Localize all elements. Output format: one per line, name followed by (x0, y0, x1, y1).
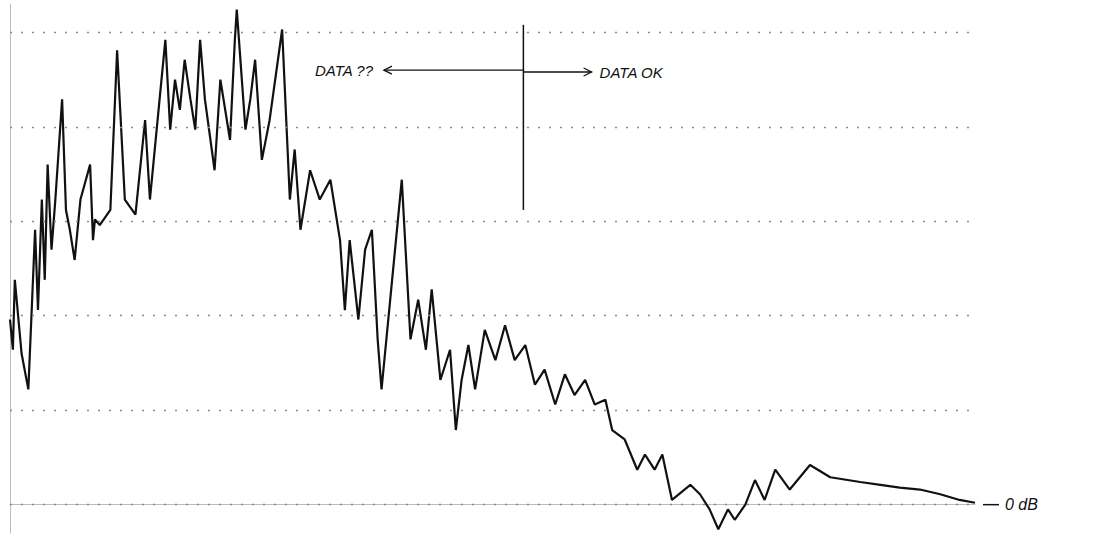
svg-text:0 dB: 0 dB (1005, 496, 1038, 513)
svg-text:DATA OK: DATA OK (600, 64, 664, 81)
svg-text:DATA ??: DATA ?? (315, 62, 374, 79)
